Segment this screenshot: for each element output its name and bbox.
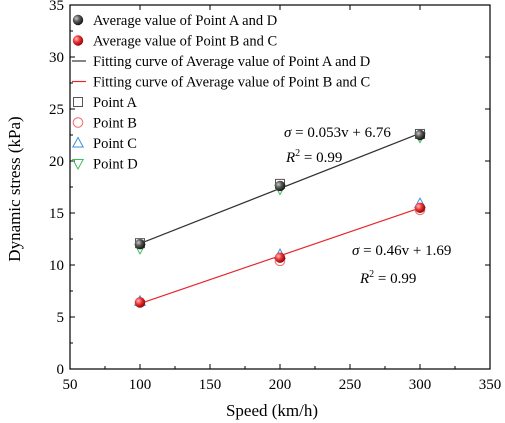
legend: Average value of Point A and D Average va…: [71, 13, 370, 173]
tick-labels: 50 100 150 200 250 300 350 0 5 10 15 20 25 30 35: [49, 0, 501, 393]
legend-label: Point A: [93, 95, 137, 111]
eq-ad-symbol: σ: [284, 125, 292, 141]
data-point: [274, 252, 286, 263]
y-tick-label: 35: [49, 0, 64, 14]
legend-marker: [71, 136, 85, 148]
x-tick-label: 50: [63, 377, 78, 393]
fit-equation-ad: σ = 0.053v + 6.76 R2 = 0.99: [284, 125, 391, 166]
y-tick-label: 15: [49, 206, 64, 222]
svg-text:R2 = 0.99: R2 = 0.99: [285, 148, 342, 166]
x-axis-title: Speed (km/h): [226, 401, 318, 420]
y-axis-title: Dynamic stress (kPa): [5, 116, 24, 261]
eq-bc-r2-value: = 0.99: [374, 271, 416, 287]
series-layer: [133, 128, 427, 308]
legend-label: Fitting curve of Average value of Point …: [93, 54, 370, 70]
y-tick-label: 5: [57, 310, 65, 326]
data-point: [134, 297, 146, 308]
svg-text:σ = 0.053v + 6.76: σ = 0.053v + 6.76: [284, 125, 391, 141]
legend-item: Point B: [72, 116, 137, 132]
series-0: [134, 129, 426, 250]
series-1: [134, 202, 426, 308]
legend-item: Average value of Point A and D: [72, 13, 277, 29]
eq-ad-r2-value: = 0.99: [300, 150, 342, 166]
axis-ticks: [69, 4, 491, 370]
legend-label: Average value of Point B and C: [93, 34, 277, 50]
legend-marker: [72, 117, 84, 128]
legend-marker: [73, 97, 83, 107]
eq-ad-formula: = 0.053v + 6.76: [291, 125, 391, 141]
data-point: [414, 202, 426, 213]
y-tick-label: 30: [49, 50, 64, 66]
legend-item: Average value of Point B and C: [72, 34, 277, 50]
x-tick-label: 200: [269, 377, 292, 393]
series-7: [133, 132, 427, 255]
legend-label: Average value of Point A and D: [93, 13, 277, 29]
eq-bc-r2-exp: 2: [369, 269, 374, 280]
fit-equation-bc: σ = 0.46v + 1.69 R2 = 0.99: [352, 243, 451, 287]
x-tick-label: 100: [129, 377, 152, 393]
legend-marker: [72, 35, 84, 46]
legend-item: Fitting curve of Average value of Point …: [72, 54, 370, 70]
eq-ad-r2-symbol: R: [285, 150, 295, 166]
y-tick-label: 10: [49, 258, 64, 274]
data-point: [134, 239, 146, 250]
data-point: [274, 180, 286, 192]
eq-bc-formula: = 0.46v + 1.69: [359, 243, 451, 259]
x-tick-label: 300: [409, 377, 432, 393]
legend-label: Fitting curve of Average value of Point …: [93, 75, 370, 91]
svg-text:R2 = 0.99: R2 = 0.99: [359, 269, 416, 287]
legend-label: Point B: [93, 116, 137, 132]
svg-text:σ = 0.46v + 1.69: σ = 0.46v + 1.69: [352, 243, 451, 259]
legend-marker: [72, 14, 84, 26]
legend-item: Fitting curve of Average value of Point …: [72, 75, 370, 91]
y-tick-label: 0: [57, 362, 65, 378]
legend-marker: [71, 159, 85, 171]
eq-bc-r2-symbol: R: [359, 271, 369, 287]
legend-label: Point D: [93, 157, 138, 173]
x-tick-label: 150: [199, 377, 222, 393]
y-tick-label: 25: [49, 102, 64, 118]
eq-ad-r2-exp: 2: [295, 148, 300, 159]
legend-item: Point D: [71, 157, 138, 173]
data-point: [414, 129, 426, 141]
legend-item: Point C: [71, 136, 137, 152]
legend-item: Point A: [73, 95, 137, 111]
legend-label: Point C: [93, 136, 137, 152]
eq-bc-symbol: σ: [352, 243, 360, 259]
x-tick-label: 250: [339, 377, 362, 393]
x-tick-label: 350: [479, 377, 502, 393]
y-tick-label: 20: [49, 154, 64, 170]
